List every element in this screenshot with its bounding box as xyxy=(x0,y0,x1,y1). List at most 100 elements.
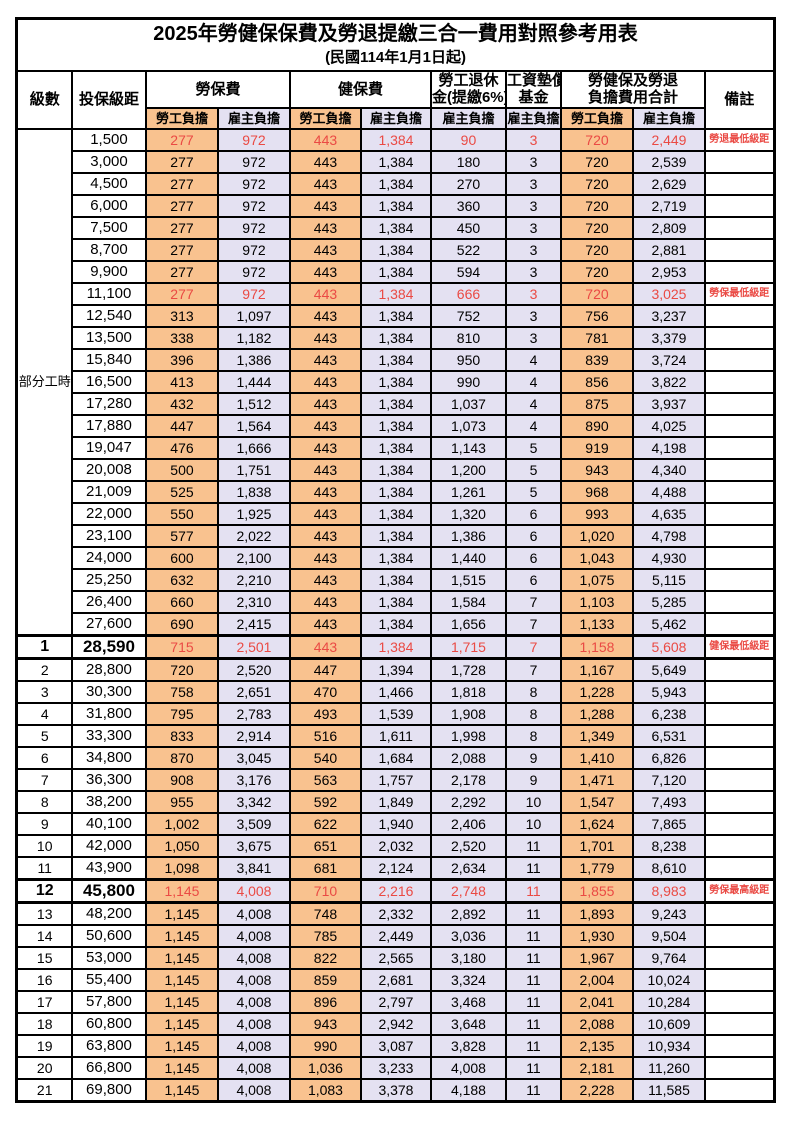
value-cell: 1,386 xyxy=(429,523,507,548)
value-cell: 1,925 xyxy=(216,501,291,526)
value-cell: 1,384 xyxy=(359,523,432,548)
value-cell: 5 xyxy=(504,479,562,504)
value-cell: 4,008 xyxy=(216,923,291,948)
value-cell: 2,124 xyxy=(359,855,432,880)
value-cell: 5,462 xyxy=(631,611,706,636)
value-cell: 833 xyxy=(144,723,219,748)
value-cell: 10,284 xyxy=(631,989,706,1014)
value-cell: 3 xyxy=(504,215,562,240)
bracket-cell: 11,100 xyxy=(70,281,147,306)
value-cell: 2,520 xyxy=(216,657,291,682)
table-row: 8,700 277 972 443 1,384 522 3 720 2,881 xyxy=(17,237,776,262)
value-cell: 1,145 xyxy=(144,1033,219,1058)
value-cell: 2,797 xyxy=(359,989,432,1014)
table-row: 23,100 577 2,022 443 1,384 1,386 6 1,020 4,798 xyxy=(17,523,776,548)
remark-cell xyxy=(703,413,776,438)
level-cell: 13 xyxy=(15,901,73,926)
value-cell: 758 xyxy=(144,679,219,704)
value-cell: 11 xyxy=(504,923,562,948)
value-cell: 756 xyxy=(559,303,634,328)
value-cell: 993 xyxy=(559,501,634,526)
value-cell: 5,943 xyxy=(631,679,706,704)
value-cell: 180 xyxy=(429,149,507,174)
value-cell: 1,818 xyxy=(429,679,507,704)
value-cell: 1,037 xyxy=(429,391,507,416)
bracket-cell: 27,600 xyxy=(70,611,147,636)
value-cell: 11 xyxy=(504,877,562,904)
table-row: 4 31,800 795 2,783 493 1,539 1,908 8 1,288 6,238 xyxy=(15,701,776,726)
value-cell: 3,822 xyxy=(631,369,706,394)
value-cell: 890 xyxy=(559,413,634,438)
remark-cell: 健保最低級距 xyxy=(703,633,776,660)
bracket-cell: 1,500 xyxy=(70,127,147,152)
value-cell: 4,008 xyxy=(216,1033,291,1058)
value-cell: 1,410 xyxy=(559,745,634,770)
value-cell: 2,022 xyxy=(216,523,291,548)
header-remark: 備註 xyxy=(703,69,776,130)
header-level: 級數 xyxy=(15,69,73,130)
value-cell: 4,008 xyxy=(216,1077,291,1102)
value-cell: 10,024 xyxy=(631,967,706,992)
value-cell: 11 xyxy=(504,1011,562,1036)
level-cell: 11 xyxy=(15,855,73,880)
remark-cell: 勞保最低級距 xyxy=(703,281,776,306)
value-cell: 1,930 xyxy=(559,923,634,948)
value-cell: 4 xyxy=(504,391,562,416)
value-cell: 943 xyxy=(288,1011,362,1036)
remark-cell xyxy=(703,149,776,174)
table-row: 2 28,800 720 2,520 447 1,394 1,728 7 1,167 5,649 xyxy=(15,657,776,682)
header-total-line2: 負擔費用合計 xyxy=(587,89,678,106)
value-cell: 11 xyxy=(504,1077,562,1102)
value-cell: 5,649 xyxy=(631,657,706,682)
table-row: 16,500 413 1,444 443 1,384 990 4 856 3,822 xyxy=(17,369,776,394)
subheader-pension-employer: 雇主負擔 xyxy=(429,106,507,130)
level-cell: 14 xyxy=(15,923,73,948)
remark-cell xyxy=(703,545,776,570)
bracket-cell: 34,800 xyxy=(70,745,147,770)
value-cell: 443 xyxy=(288,193,362,218)
remark-cell xyxy=(703,811,776,836)
value-cell: 277 xyxy=(144,149,219,174)
value-cell: 720 xyxy=(144,657,219,682)
bracket-cell: 15,840 xyxy=(70,347,147,372)
bracket-cell: 17,880 xyxy=(70,413,147,438)
value-cell: 1,133 xyxy=(559,611,634,636)
value-cell: 11,585 xyxy=(631,1077,706,1102)
header-health-insurance: 健保費 xyxy=(288,69,432,109)
value-cell: 822 xyxy=(288,945,362,970)
bracket-cell: 22,000 xyxy=(70,501,147,526)
value-cell: 277 xyxy=(144,127,219,152)
bracket-cell: 69,800 xyxy=(70,1077,147,1102)
page-subtitle: (民國114年1月1日起) xyxy=(325,48,466,66)
table-row: 7 36,300 908 3,176 563 1,757 2,178 9 1,471 7,120 xyxy=(15,767,776,792)
remark-cell xyxy=(703,215,776,240)
value-cell: 540 xyxy=(288,745,362,770)
value-cell: 1,751 xyxy=(216,457,291,482)
value-cell: 2,292 xyxy=(429,789,507,814)
value-cell: 443 xyxy=(288,523,362,548)
value-cell: 1,384 xyxy=(359,127,432,152)
value-cell: 7 xyxy=(504,589,562,614)
value-cell: 1,384 xyxy=(359,435,432,460)
level-cell: 1 xyxy=(15,633,73,660)
value-cell: 1,145 xyxy=(144,945,219,970)
value-cell: 972 xyxy=(216,237,291,262)
bracket-cell: 4,500 xyxy=(70,171,147,196)
value-cell: 720 xyxy=(559,127,634,152)
value-cell: 9 xyxy=(504,767,562,792)
table-row: 20,008 500 1,751 443 1,384 1,200 5 943 4,340 xyxy=(17,457,776,482)
level-cell: 16 xyxy=(15,967,73,992)
value-cell: 720 xyxy=(559,259,634,284)
value-cell: 870 xyxy=(144,745,219,770)
subheader-wage-fund-employer: 雇主負擔 xyxy=(504,106,562,130)
value-cell: 443 xyxy=(288,413,362,438)
value-cell: 1,444 xyxy=(216,369,291,394)
value-cell: 9,764 xyxy=(631,945,706,970)
value-cell: 1,143 xyxy=(429,435,507,460)
value-cell: 666 xyxy=(429,281,507,306)
value-cell: 7 xyxy=(504,657,562,682)
value-cell: 443 xyxy=(288,435,362,460)
title-row: 2025年勞健保保費及勞退提繳三合一費用對照參考用表 (民國114年1月1日起) xyxy=(15,17,776,72)
value-cell: 443 xyxy=(288,259,362,284)
value-cell: 2,178 xyxy=(429,767,507,792)
